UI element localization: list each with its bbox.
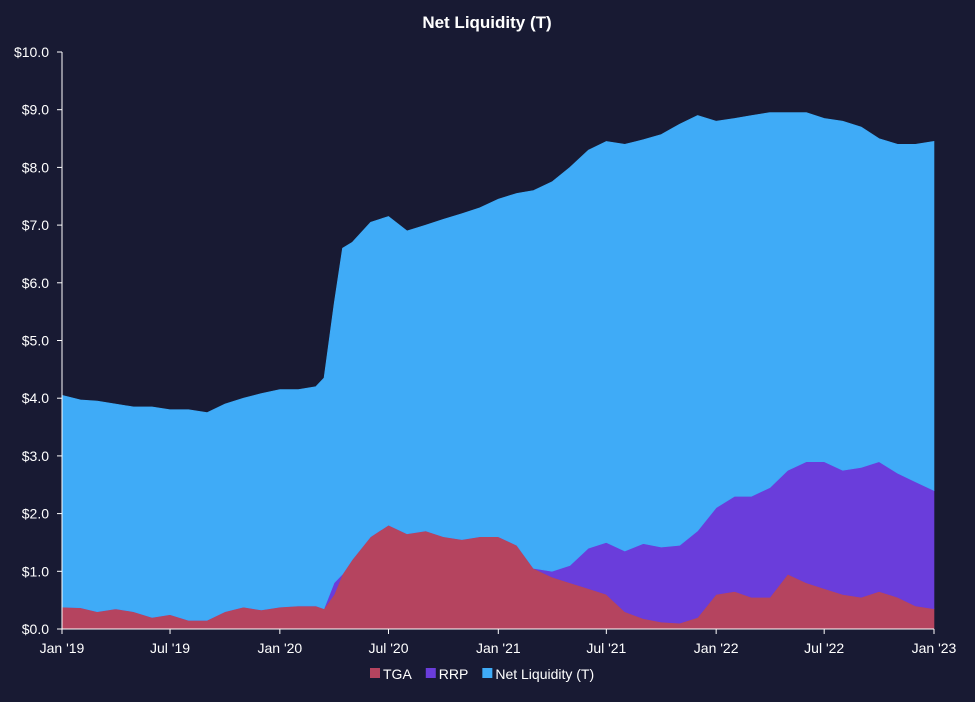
- y-tick-label: $7.0: [22, 217, 49, 233]
- legend: TGA RRP Net Liquidity (T): [370, 666, 594, 682]
- chart-title: Net Liquidity (T): [422, 13, 551, 32]
- x-tick-label: Jul '19: [150, 640, 190, 656]
- y-tick-label: $5.0: [22, 333, 49, 349]
- y-tick-label: $3.0: [22, 448, 49, 464]
- x-tick-label: Jan '22: [694, 640, 739, 656]
- y-tick-label: $8.0: [22, 159, 49, 175]
- legend-label: Net Liquidity (T): [495, 666, 594, 682]
- x-tick-label: Jul '22: [804, 640, 844, 656]
- legend-swatch: [370, 668, 380, 678]
- legend-label: TGA: [383, 666, 412, 682]
- x-axis-ticks: Jan '19 Jul '19 Jan '20 Jul '20 Jan '21 Jul '…: [40, 629, 957, 656]
- x-tick-label: Jan '23: [912, 640, 957, 656]
- y-tick-label: $0.0: [22, 621, 49, 637]
- plot-areas: [61, 112, 935, 630]
- legend-swatch: [425, 668, 436, 678]
- legend-swatch: [482, 668, 493, 678]
- x-tick-label: Jan '19: [40, 640, 85, 656]
- y-tick-label: $9.0: [22, 102, 49, 118]
- y-tick-label: $1.0: [22, 563, 49, 579]
- y-tick-label: $6.0: [22, 275, 49, 291]
- y-tick-label: $10.0: [14, 44, 49, 60]
- y-axis-ticks: $0.0 $1.0 $2.0 $3.0 $4.0 $5.0 $6.0 $7.0 $8.0 $9.0…: [14, 44, 62, 637]
- y-tick-label: $4.0: [22, 390, 49, 406]
- area-net-liquidity-t: [61, 112, 935, 621]
- x-tick-label: Jan '20: [257, 640, 302, 656]
- legend-label: RRP: [439, 666, 469, 682]
- y-tick-label: $2.0: [22, 506, 49, 522]
- x-tick-label: Jan '21: [476, 640, 521, 656]
- x-tick-label: Jul '20: [368, 640, 408, 656]
- x-tick-label: Jul '21: [586, 640, 626, 656]
